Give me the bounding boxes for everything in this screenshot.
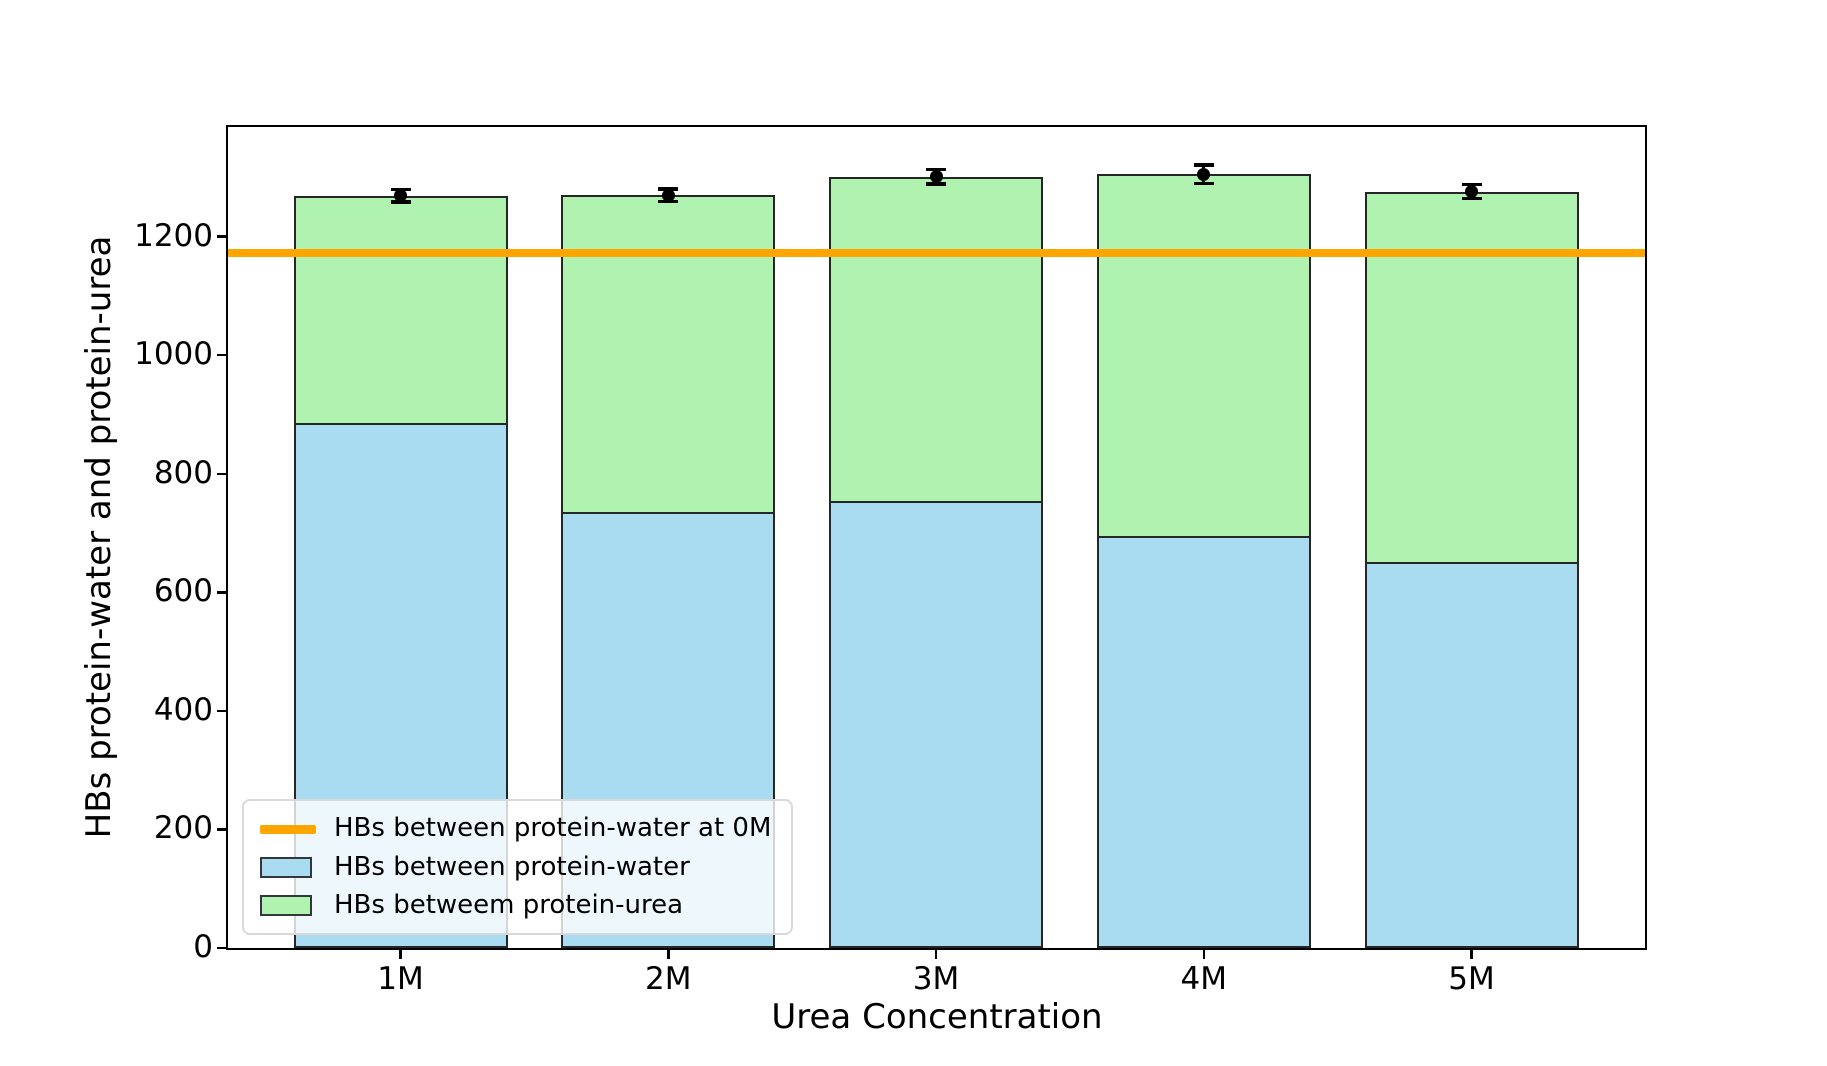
- error-bar-marker-1M: [394, 189, 407, 203]
- green-patch-swatch-icon: [260, 894, 312, 916]
- blue-patch-swatch-icon: [260, 856, 312, 878]
- bar-1M-protein-urea: [293, 195, 508, 425]
- x-tick-label-2M: 2M: [645, 961, 692, 997]
- legend-label-protein-water: HBs between protein-water: [334, 851, 690, 882]
- bar-5M-protein-urea: [1364, 191, 1579, 565]
- legend-swatch-box: [260, 894, 316, 916]
- reference-line: [228, 248, 1645, 257]
- orange-line-swatch-icon: [260, 824, 316, 834]
- y-tick-mark-800: [217, 472, 228, 476]
- error-bar-cap-bottom-4M: [1193, 181, 1214, 186]
- legend-swatch-box: [260, 824, 316, 834]
- error-bar-cap-top-3M: [926, 167, 946, 172]
- y-tick-label-1000: 1000: [134, 336, 213, 373]
- y-tick-label-0: 0: [193, 929, 213, 965]
- legend-item-protein-urea: HBs betweem protein-urea: [260, 890, 771, 921]
- x-tick-mark-2M: [667, 948, 670, 959]
- error-bar-cap-bottom-5M: [1461, 196, 1482, 201]
- legend: HBs between protein-water at 0M HBs betw…: [242, 799, 794, 935]
- y-axis-label: HBs protein-water and protein-urea: [79, 235, 119, 839]
- error-bar-cap-top-5M: [1461, 182, 1482, 187]
- y-tick-label-1200: 1200: [134, 217, 213, 254]
- bar-4M-protein-urea: [1096, 174, 1311, 539]
- y-tick-label-400: 400: [153, 691, 213, 728]
- x-axis-label: Urea Concentration: [771, 997, 1103, 1037]
- x-tick-mark-1M: [399, 948, 402, 959]
- y-tick-label-600: 600: [153, 573, 213, 610]
- bar-2M-protein-urea: [561, 195, 776, 514]
- y-tick-label-800: 800: [153, 454, 213, 491]
- legend-label-protein-urea: HBs betweem protein-urea: [334, 889, 684, 920]
- legend-item-reference-line: HBs between protein-water at 0M: [260, 813, 771, 844]
- error-bar-cap-bottom-1M: [390, 200, 411, 204]
- error-bar-marker-5M: [1465, 185, 1478, 199]
- legend-swatch-box: [260, 856, 316, 878]
- y-tick-mark-600: [217, 591, 228, 594]
- error-bar-marker-2M: [661, 188, 675, 202]
- x-tick-label-5M: 5M: [1448, 961, 1495, 997]
- bar-5M-protein-water: [1364, 562, 1579, 948]
- bar-3M-protein-water: [829, 501, 1043, 948]
- x-tick-label-4M: 4M: [1180, 961, 1227, 997]
- y-tick-mark-1000: [217, 353, 228, 357]
- plot-area: HBs between protein-water at 0M HBs betw…: [226, 125, 1647, 950]
- y-tick-label-200: 200: [153, 810, 213, 847]
- error-bar-cap-top-4M: [1193, 163, 1214, 167]
- bar-3M-protein-urea: [829, 176, 1043, 504]
- error-bar-marker-3M: [929, 170, 943, 184]
- legend-label-reference-line: HBs between protein-water at 0M: [334, 813, 772, 844]
- x-tick-mark-4M: [1202, 948, 1205, 959]
- error-bar-cap-bottom-3M: [926, 182, 946, 186]
- y-tick-mark-1200: [217, 235, 228, 238]
- bar-4M-protein-water: [1096, 536, 1311, 948]
- legend-item-protein-water: HBs between protein-water: [260, 852, 771, 883]
- x-tick-mark-5M: [1470, 948, 1473, 959]
- x-tick-label-1M: 1M: [377, 961, 424, 997]
- y-tick-mark-0: [217, 946, 228, 950]
- y-tick-mark-400: [217, 709, 228, 713]
- x-tick-label-3M: 3M: [912, 961, 960, 997]
- y-tick-mark-200: [217, 828, 228, 831]
- x-tick-mark-3M: [934, 948, 938, 959]
- error-bar-marker-4M: [1197, 167, 1211, 181]
